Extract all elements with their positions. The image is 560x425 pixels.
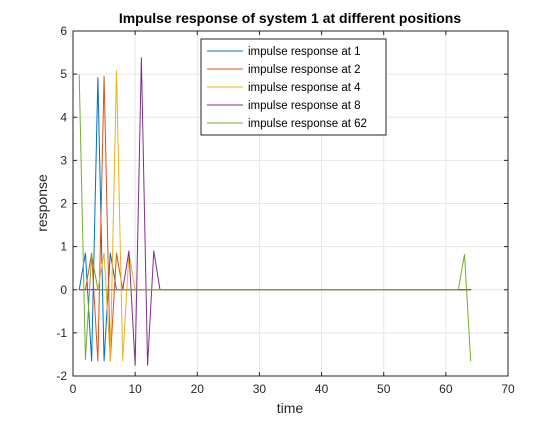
y-tick-label: 2 bbox=[60, 197, 67, 211]
series-line-5 bbox=[78, 74, 472, 362]
chart-title: Impulse response of system 1 at differen… bbox=[119, 10, 462, 26]
legend-label-1: impulse response at 1 bbox=[248, 46, 361, 58]
x-tick-label: 50 bbox=[377, 382, 391, 396]
legend-label-5: impulse response at 62 bbox=[248, 118, 367, 130]
y-tick-label: -1 bbox=[56, 326, 67, 340]
y-tick-label: 1 bbox=[60, 240, 67, 254]
y-tick-label: 6 bbox=[60, 24, 67, 38]
x-tick-label: 20 bbox=[191, 382, 205, 396]
x-tick-label: 40 bbox=[315, 382, 329, 396]
y-axis-title: response bbox=[34, 174, 50, 232]
series-layer bbox=[78, 57, 472, 366]
x-tick-label: 70 bbox=[501, 382, 515, 396]
x-tick-label: 60 bbox=[439, 382, 453, 396]
axes: 0 10 20 30 40 50 60 70 -2 -1 0 1 2 3 4 5 6 bbox=[56, 24, 515, 396]
legend-label-4: impulse response at 8 bbox=[248, 100, 361, 112]
y-tick-label: 5 bbox=[60, 67, 67, 81]
x-axis-title: time bbox=[277, 400, 304, 416]
legend-label-2: impulse response at 2 bbox=[248, 64, 361, 76]
y-tick-label: 3 bbox=[60, 153, 67, 167]
x-tick-label: 30 bbox=[253, 382, 267, 396]
legend: impulse response at 1 impulse response at… bbox=[200, 38, 387, 136]
x-tick-label: 0 bbox=[70, 382, 77, 396]
legend-label-3: impulse response at 4 bbox=[248, 82, 361, 94]
y-tick-label: 0 bbox=[60, 283, 67, 297]
y-tick-label: -2 bbox=[56, 369, 67, 383]
x-tick-label: 10 bbox=[128, 382, 142, 396]
y-tick-label: 4 bbox=[60, 110, 67, 124]
